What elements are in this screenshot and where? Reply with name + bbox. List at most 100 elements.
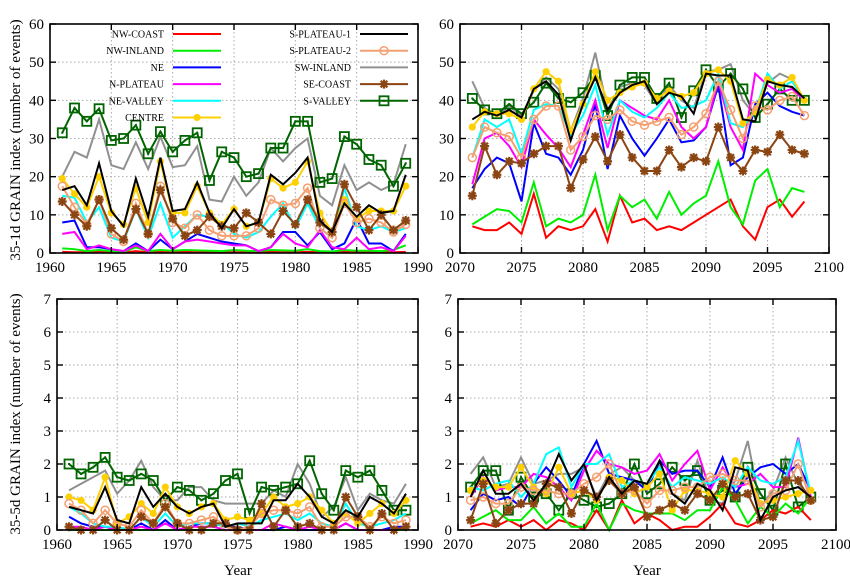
star-marker-icon bbox=[738, 166, 748, 176]
square-marker-icon bbox=[388, 180, 399, 192]
star-marker-icon bbox=[491, 518, 501, 528]
star-marker-icon bbox=[705, 495, 715, 505]
series-n-plateau bbox=[469, 437, 812, 503]
x-tick-label: 1965 bbox=[96, 260, 126, 276]
square-marker-icon bbox=[75, 468, 87, 480]
square-marker-icon bbox=[130, 119, 142, 131]
star-marker-icon bbox=[352, 202, 362, 212]
y-tick-label: 1 bbox=[44, 490, 52, 506]
series-s-plateau-1 bbox=[68, 482, 407, 528]
star-marker-icon bbox=[664, 145, 674, 155]
dot-marker-icon bbox=[181, 209, 189, 217]
dot-marker-icon bbox=[65, 493, 73, 501]
chart-panels: 1960 1965 1970 1975 1980 1985 1990010203040506… bbox=[29, 17, 850, 553]
circle-marker-icon bbox=[713, 76, 724, 86]
star-marker-icon bbox=[676, 162, 686, 172]
square-marker-icon bbox=[253, 168, 264, 180]
legend-label: S-VALLEY bbox=[303, 96, 351, 107]
dot-marker-icon bbox=[517, 115, 526, 124]
circle-marker-icon bbox=[701, 108, 711, 119]
star-marker-icon bbox=[131, 204, 141, 214]
square-marker-icon bbox=[352, 471, 364, 483]
legend-item-s-plateau-1: S-PLATEAU-1 bbox=[289, 30, 408, 41]
star-marker-icon bbox=[553, 141, 563, 151]
chart-panel-top-left: 1960 1965 1970 1975 1980 1985 1990 0 10 20 30 40 50 6… bbox=[29, 17, 433, 276]
star-marker-icon bbox=[592, 492, 602, 502]
x-tick-label: 1985 bbox=[343, 537, 373, 553]
grid bbox=[460, 24, 829, 253]
star-marker-icon bbox=[257, 499, 267, 509]
square-marker-icon bbox=[378, 95, 390, 107]
circle-marker-icon bbox=[192, 210, 202, 220]
square-marker-icon bbox=[167, 146, 179, 158]
circle-marker-icon bbox=[364, 213, 374, 224]
square-marker-icon bbox=[666, 461, 678, 473]
y-tick-label: 1 bbox=[445, 490, 453, 506]
star-marker-icon bbox=[217, 221, 227, 231]
y-tick-label: 20 bbox=[439, 170, 454, 186]
legend-label: SE-COAST bbox=[303, 80, 351, 91]
dot-marker-icon bbox=[604, 96, 612, 104]
circle-marker-icon bbox=[266, 194, 276, 205]
square-marker-icon bbox=[183, 484, 195, 496]
square-marker-icon bbox=[400, 504, 412, 516]
square-marker-icon bbox=[280, 481, 292, 493]
legend-item-s-plateau-2: S-PLATEAU-2 bbox=[289, 45, 408, 57]
dot-marker-icon bbox=[690, 89, 698, 97]
square-marker-icon bbox=[69, 102, 80, 114]
y-tick-label: 10 bbox=[439, 208, 454, 224]
series-sw-inland bbox=[61, 115, 407, 207]
legend-label: SW-INLAND bbox=[295, 63, 351, 74]
star-marker-icon bbox=[504, 156, 514, 166]
star-marker-icon bbox=[517, 158, 526, 168]
star-marker-icon bbox=[730, 492, 740, 502]
square-marker-icon bbox=[228, 152, 240, 163]
circle-marker-icon bbox=[799, 110, 810, 121]
star-marker-icon bbox=[172, 518, 182, 528]
y-tick-label: 0 bbox=[445, 523, 453, 539]
dot-marker-icon bbox=[517, 463, 525, 471]
x-tick-label: 1960 bbox=[35, 260, 65, 276]
dot-marker-icon bbox=[731, 457, 739, 465]
square-marker-icon bbox=[490, 465, 502, 477]
dot-marker-icon bbox=[291, 178, 299, 186]
dot-marker-icon bbox=[279, 184, 287, 192]
x-tick-label: 1985 bbox=[342, 260, 372, 276]
square-marker-icon bbox=[105, 135, 117, 146]
circle-marker-icon bbox=[654, 485, 665, 496]
square-marker-icon bbox=[81, 115, 93, 127]
square-marker-icon bbox=[351, 138, 363, 150]
y-tick-label: 60 bbox=[29, 17, 44, 33]
star-marker-icon bbox=[339, 179, 349, 189]
circle-marker-icon bbox=[793, 459, 803, 469]
y-tick-label: 0 bbox=[447, 246, 455, 262]
star-marker-icon bbox=[629, 482, 639, 492]
star-marker-icon bbox=[204, 212, 214, 222]
legend-item-s-valley: S-VALLEY bbox=[303, 95, 408, 107]
x-tick-label: 1980 bbox=[283, 537, 313, 553]
star-marker-icon bbox=[82, 221, 92, 231]
star-marker-icon bbox=[799, 149, 809, 159]
star-marker-icon bbox=[750, 145, 760, 155]
square-marker-icon bbox=[171, 481, 183, 493]
series-ne bbox=[471, 84, 805, 202]
legend-item-nw-coast: NW-COAST bbox=[112, 30, 221, 41]
dot-marker-icon bbox=[555, 463, 563, 471]
dot-marker-icon bbox=[270, 493, 278, 501]
star-marker-icon bbox=[652, 166, 662, 176]
square-marker-icon bbox=[363, 154, 375, 165]
star-marker-icon bbox=[541, 141, 551, 151]
star-marker-icon bbox=[806, 495, 816, 505]
y-tick-label: 7 bbox=[44, 292, 52, 308]
star-marker-icon bbox=[467, 191, 477, 201]
circle-marker-icon bbox=[528, 485, 539, 496]
dot-marker-icon bbox=[83, 203, 91, 211]
series-se-coast bbox=[466, 476, 816, 528]
circle-marker-icon bbox=[590, 110, 601, 121]
y-axis-title-bottom: 35-5d GRAIN index (number of events) bbox=[8, 293, 24, 534]
legend-label: NE-VALLEY bbox=[109, 96, 164, 107]
square-marker-icon bbox=[99, 451, 111, 463]
star-marker-icon bbox=[281, 505, 291, 515]
star-marker-icon bbox=[516, 499, 526, 509]
